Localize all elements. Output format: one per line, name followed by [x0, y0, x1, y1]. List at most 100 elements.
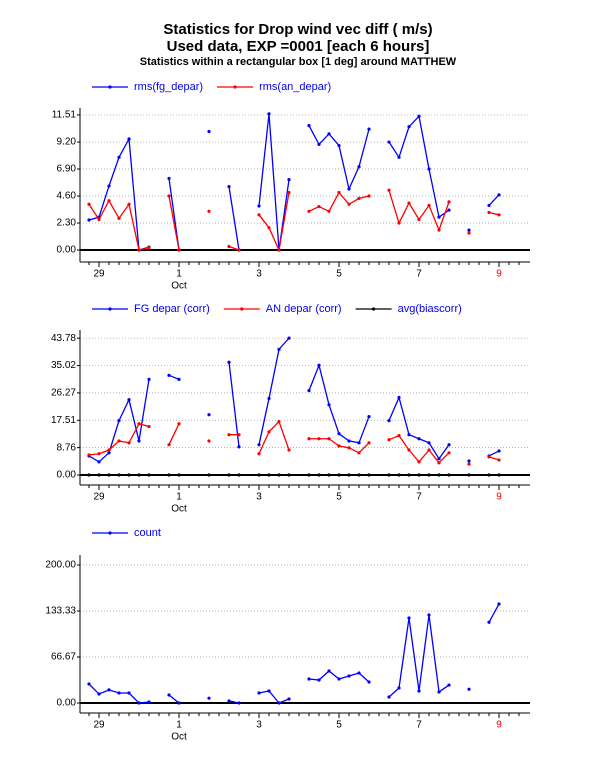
data-point [397, 434, 401, 438]
y-tick-label: 8.76 [57, 442, 77, 453]
data-point [387, 140, 391, 144]
data-point [287, 336, 291, 340]
data-point [137, 439, 141, 443]
data-point [487, 210, 491, 215]
data-point [347, 674, 351, 678]
data-point [147, 473, 151, 477]
data-point [237, 473, 241, 477]
month-label: Oct [171, 281, 187, 292]
legend-marker [371, 307, 376, 311]
data-point [257, 452, 261, 456]
series-line [88, 337, 500, 463]
data-point [97, 692, 101, 696]
data-point [337, 190, 341, 195]
x-tick-label: 7 [416, 492, 422, 503]
data-point [177, 422, 181, 426]
data-point [277, 248, 281, 252]
data-point [277, 347, 281, 351]
data-point [327, 132, 331, 136]
y-tick-label: 66.67 [51, 652, 76, 663]
x-tick-label: 3 [256, 269, 262, 280]
data-point [497, 449, 501, 453]
data-point [467, 228, 471, 232]
data-point [327, 403, 331, 407]
y-tick-label: 2.30 [57, 218, 77, 229]
data-point [367, 441, 371, 445]
series-line [88, 603, 500, 704]
y-tick-label: 43.78 [51, 333, 76, 344]
data-point [167, 473, 171, 477]
legend-label: rms(fg_depar) [134, 81, 203, 93]
data-point [417, 689, 421, 693]
chart-title: Statistics for Drop wind vec diff ( m/s) [163, 21, 432, 38]
data-point [317, 363, 321, 367]
data-point [497, 602, 501, 606]
data-point [107, 199, 111, 203]
data-point [287, 697, 291, 701]
data-point [167, 693, 171, 697]
data-point [237, 701, 241, 705]
data-point [417, 437, 421, 441]
data-point [357, 671, 361, 675]
x-tick-label: 1 [176, 269, 182, 280]
data-point [107, 688, 111, 692]
data-point [487, 620, 491, 624]
data-point [357, 196, 361, 200]
data-point [97, 217, 101, 222]
data-point [467, 473, 471, 477]
y-tick-label: 4.60 [57, 191, 77, 202]
data-point [107, 448, 111, 452]
data-point [427, 203, 431, 208]
x-tick-label: 29 [93, 492, 105, 503]
data-point [317, 204, 321, 209]
data-point [147, 377, 151, 381]
data-point [347, 446, 351, 450]
data-point [447, 443, 451, 447]
data-point [387, 419, 391, 423]
legend-marker [108, 85, 112, 89]
data-point [447, 200, 451, 204]
data-point [257, 213, 261, 217]
data-point [267, 430, 271, 434]
data-point [227, 244, 231, 249]
data-point [367, 194, 371, 198]
data-point [307, 124, 311, 128]
data-point [437, 228, 441, 232]
legend-marker [240, 307, 244, 311]
legend-label: count [134, 527, 161, 539]
chart-subtitle: Used data, EXP =0001 [each 6 hours] [167, 38, 430, 55]
data-point [267, 112, 271, 116]
data-point [407, 433, 411, 437]
data-point [397, 155, 401, 159]
data-point [107, 184, 111, 188]
data-point [287, 473, 291, 477]
data-point [257, 473, 261, 477]
data-point [447, 208, 451, 212]
data-point [107, 451, 111, 455]
y-tick-label: 0.00 [57, 245, 77, 256]
data-point [137, 473, 141, 477]
data-point [317, 473, 321, 477]
data-point [387, 695, 391, 699]
data-point [387, 438, 391, 442]
data-point [207, 439, 211, 443]
data-point [127, 691, 131, 695]
data-point [407, 125, 411, 129]
data-point [87, 453, 91, 457]
legend-label: avg(biascorr) [398, 303, 462, 315]
data-point [117, 691, 121, 695]
data-point [137, 248, 141, 252]
data-point [177, 473, 181, 477]
x-tick-label: 1 [176, 492, 182, 503]
month-label: Oct [171, 504, 187, 515]
data-point [117, 419, 121, 423]
data-point [397, 686, 401, 690]
data-point [397, 395, 401, 400]
y-tick-label: 9.20 [57, 137, 77, 148]
data-point [427, 448, 431, 452]
data-point [467, 459, 471, 463]
data-point [97, 473, 101, 477]
data-point [207, 209, 211, 213]
data-point [387, 188, 391, 192]
